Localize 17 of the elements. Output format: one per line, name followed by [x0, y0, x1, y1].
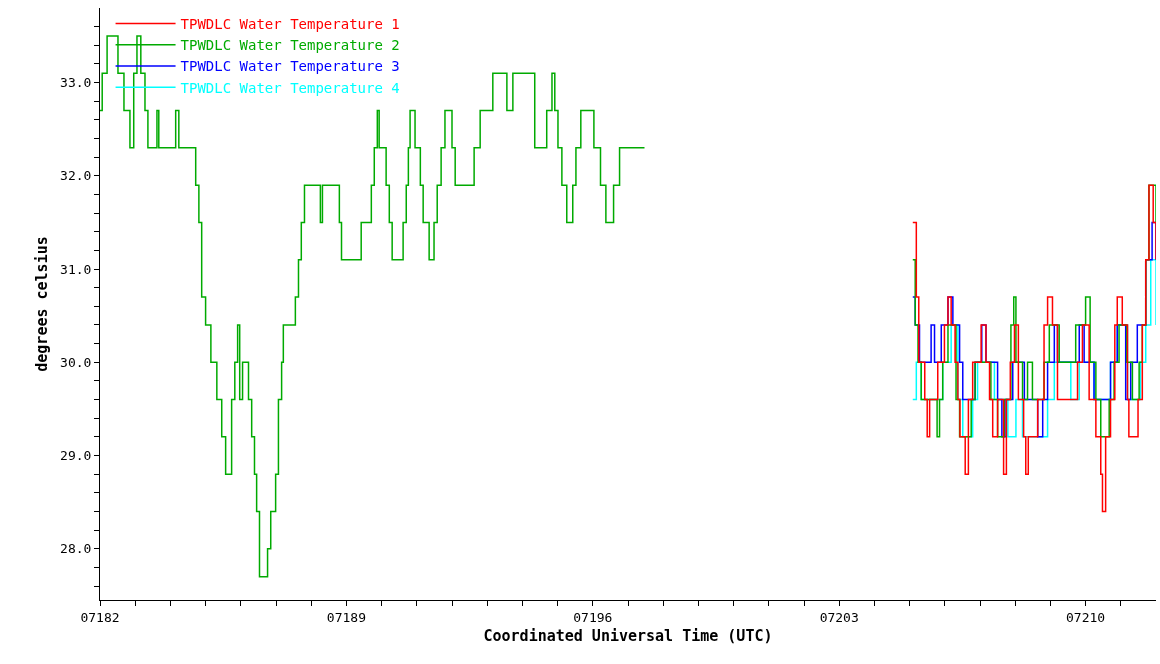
legend-label: TPWDLC Water Temperature 4 [180, 79, 400, 96]
x-tick-label: 07210 [1066, 609, 1106, 625]
x-tick-label: 07182 [80, 609, 120, 625]
legend-label: TPWDLC Water Temperature 3 [180, 58, 400, 75]
legend-label: TPWDLC Water Temperature 2 [180, 37, 400, 54]
y-tick-label: 32.0 [60, 168, 92, 184]
y-axis-title: degrees celsius [33, 236, 52, 372]
y-tick-label: 28.0 [60, 541, 92, 557]
y-tick-label: 33.0 [60, 75, 92, 91]
y-tick-label: 30.0 [60, 354, 92, 370]
x-tick-label: 07196 [573, 609, 613, 625]
legend-label: TPWDLC Water Temperature 1 [180, 16, 400, 33]
y-tick-label: 29.0 [60, 448, 92, 464]
y-tick-label: 31.0 [60, 261, 92, 277]
x-tick-label: 07203 [819, 609, 859, 625]
x-axis-title: Coordinated Universal Time (UTC) [483, 626, 773, 645]
x-tick-label: 07189 [326, 609, 366, 625]
